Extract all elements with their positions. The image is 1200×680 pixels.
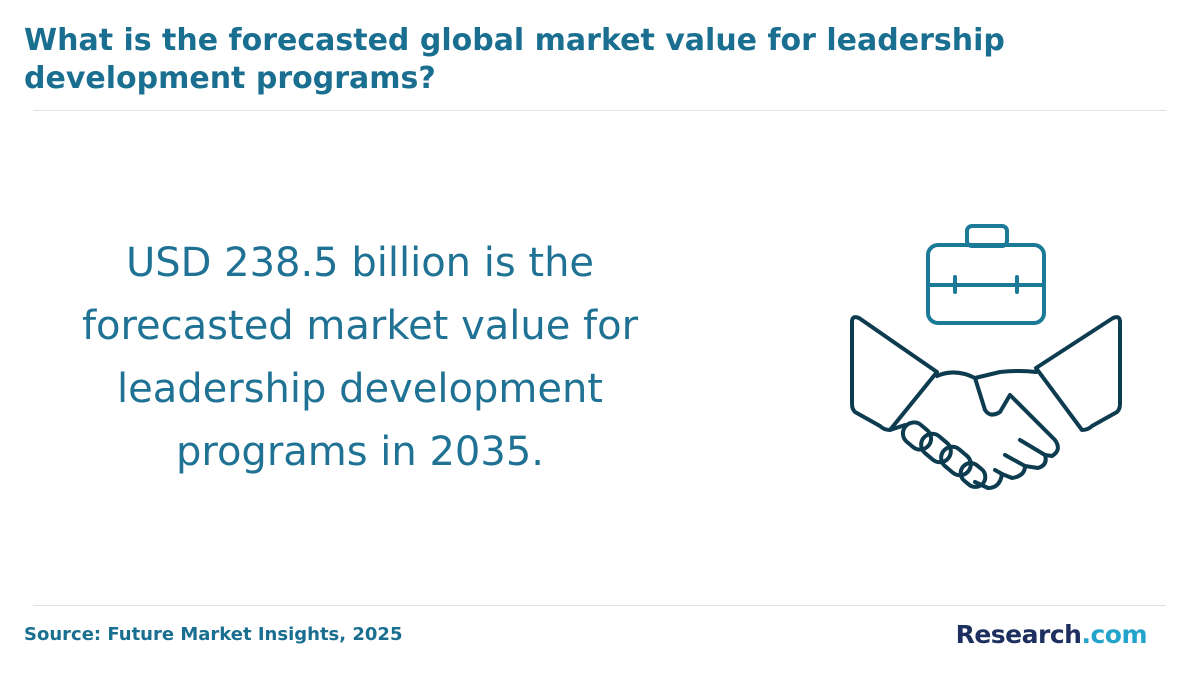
divider: [33, 110, 1166, 111]
statement-line: forecasted market value for: [81, 303, 639, 349]
logo-text: Research: [955, 620, 1082, 649]
logo: Research.com: [955, 620, 1148, 649]
statement-line: programs in 2035.: [176, 429, 544, 475]
source: Source: Future Market Insights, 2025: [24, 624, 403, 645]
divider: [33, 605, 1166, 606]
handshake-icon: [850, 224, 1122, 490]
logo-suffix: .com: [1081, 620, 1147, 649]
statement: USD 238.5 billion is the forecasted mark…: [40, 232, 680, 484]
title: What is the forecasted global market val…: [24, 23, 1005, 96]
statement-line: USD 238.5 billion is the: [125, 240, 595, 286]
statement-line: leadership development: [117, 366, 603, 412]
